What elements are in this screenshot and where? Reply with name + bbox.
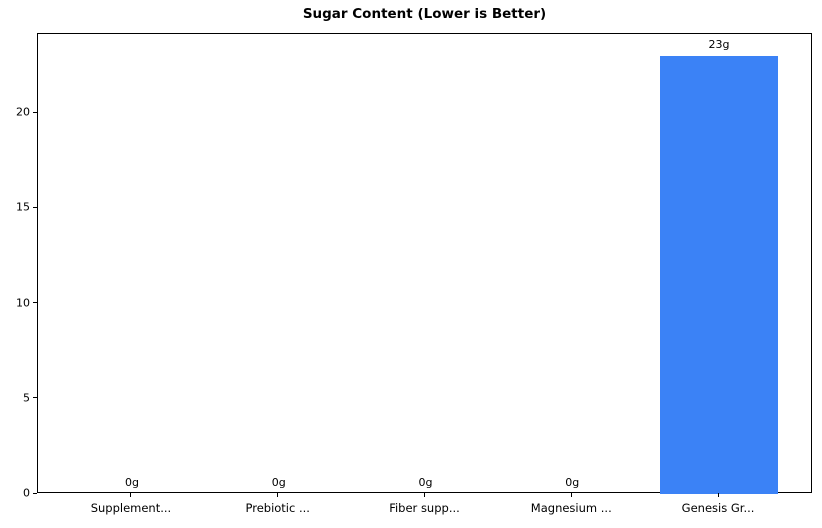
- y-axis-tick: [33, 492, 37, 494]
- x-axis-tick-label: Supplement...: [90, 501, 172, 515]
- bar: [660, 55, 778, 494]
- y-axis-tick-label: 15: [16, 200, 30, 214]
- y-axis-tick: [33, 302, 37, 304]
- x-axis-tick: [717, 493, 719, 497]
- x-axis-tick-label: Magnesium ...: [530, 501, 612, 515]
- y-axis-tick-label: 0: [23, 486, 30, 500]
- bar-value-label: 23g: [708, 37, 730, 51]
- plot-area: 0g 0g 0g 0g 23g: [37, 33, 812, 494]
- x-axis-tick-label: Genesis Gr...: [681, 501, 755, 515]
- y-axis-tick: [33, 206, 37, 208]
- y-axis-tick-label: 20: [16, 105, 30, 119]
- chart-title: Sugar Content (Lower is Better): [302, 6, 547, 22]
- bar-value-label: 0g: [565, 476, 580, 489]
- x-axis-tick: [130, 493, 132, 497]
- y-axis-tick: [33, 397, 37, 399]
- bar-value-label: 0g: [271, 476, 286, 489]
- y-axis-tick-label: 10: [16, 296, 30, 310]
- x-axis-tick: [570, 493, 572, 497]
- x-axis-tick-label: Fiber supp...: [389, 501, 460, 515]
- bar-value-label: 0g: [124, 476, 139, 489]
- y-axis-tick-label: 5: [23, 391, 30, 405]
- x-axis-tick: [424, 493, 425, 497]
- x-axis-tick-label: Prebiotic ...: [245, 501, 310, 515]
- x-axis-tick: [277, 493, 279, 497]
- y-axis-tick: [33, 111, 37, 113]
- bar-value-label: 0g: [418, 476, 433, 489]
